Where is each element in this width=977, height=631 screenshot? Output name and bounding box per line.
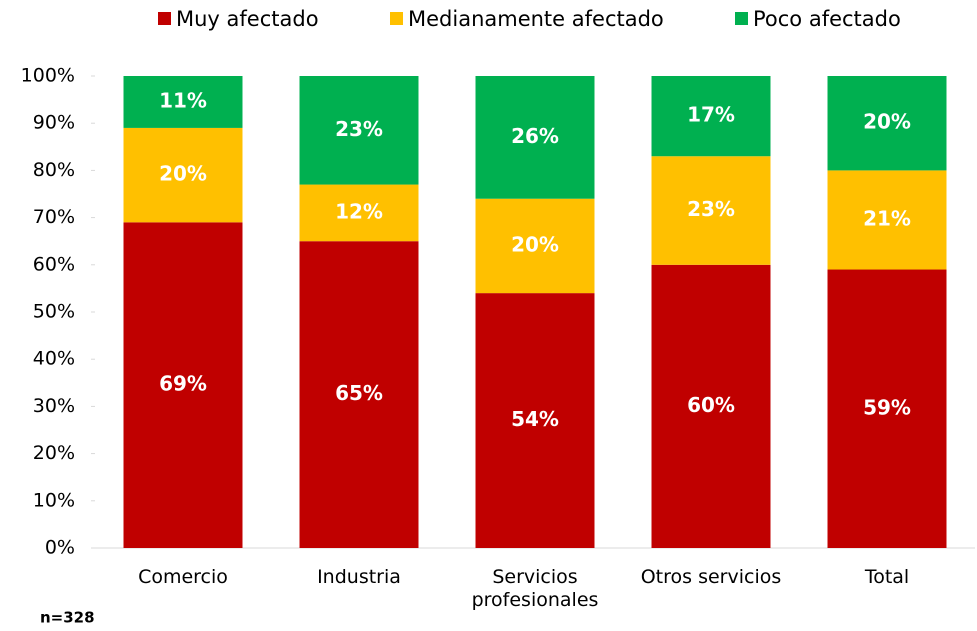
- bar-segment: [475, 293, 595, 548]
- legend-label: Poco afectado: [753, 7, 901, 31]
- y-tick-label: 20%: [33, 442, 75, 464]
- y-tick-label: 50%: [33, 301, 75, 323]
- y-tick-label: 100%: [21, 65, 75, 87]
- y-tick-label: 40%: [33, 348, 75, 370]
- value-label: 11%: [159, 88, 207, 112]
- bar-segment: [123, 222, 243, 548]
- value-label: 20%: [863, 110, 911, 134]
- value-label: 17%: [687, 103, 735, 127]
- bar-segment: [475, 198, 595, 294]
- bar-segment: [475, 76, 595, 199]
- legend-swatch: [735, 12, 748, 25]
- value-label: 65%: [335, 381, 383, 405]
- legend-swatch: [390, 12, 403, 25]
- y-tick-label: 60%: [33, 253, 75, 275]
- legend-swatch: [158, 12, 171, 25]
- y-tick-label: 0%: [45, 537, 75, 559]
- bar-segment: [651, 76, 771, 157]
- value-label: 69%: [159, 372, 207, 396]
- x-tick-label: Comercio: [138, 566, 228, 588]
- value-label: 20%: [159, 162, 207, 186]
- legend-label: Muy afectado: [176, 7, 319, 31]
- bar-segment: [827, 170, 947, 270]
- y-tick-label: 80%: [33, 159, 75, 181]
- bar-segment: [299, 184, 419, 242]
- note: n=328: [40, 609, 95, 627]
- y-tick-label: 90%: [33, 112, 75, 134]
- bar-segment: [651, 264, 771, 548]
- x-tick-label: Servicios profesionales: [471, 566, 599, 611]
- value-label: 21%: [863, 206, 911, 230]
- x-tick-label: Otros servicios: [640, 566, 782, 588]
- legend-label: Medianamente afectado: [408, 7, 664, 31]
- value-label: 59%: [863, 395, 911, 419]
- bar-segment: [299, 241, 419, 548]
- value-label: 23%: [335, 117, 383, 141]
- y-tick-label: 30%: [33, 395, 75, 417]
- value-label: 12%: [335, 199, 383, 223]
- value-label: 23%: [687, 197, 735, 221]
- value-label: 20%: [511, 232, 559, 256]
- value-label: 60%: [687, 393, 735, 417]
- bar-segment: [827, 269, 947, 548]
- value-label: 26%: [511, 124, 559, 148]
- bar-segment: [651, 156, 771, 265]
- bar-segment: [827, 76, 947, 171]
- bar-segment: [299, 76, 419, 185]
- bar-segment: [123, 76, 243, 128]
- y-tick-label: 70%: [33, 206, 75, 228]
- x-tick-label: Industria: [317, 566, 401, 588]
- bar-segment: [123, 127, 243, 223]
- y-tick-label: 10%: [33, 489, 75, 511]
- x-tick-label: Total: [864, 566, 910, 588]
- value-label: 54%: [511, 407, 559, 431]
